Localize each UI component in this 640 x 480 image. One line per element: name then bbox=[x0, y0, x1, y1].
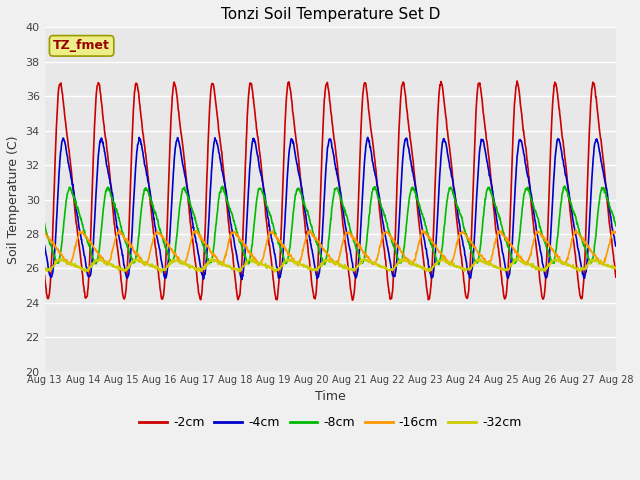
Legend: -2cm, -4cm, -8cm, -16cm, -32cm: -2cm, -4cm, -8cm, -16cm, -32cm bbox=[134, 411, 526, 434]
Title: Tonzi Soil Temperature Set D: Tonzi Soil Temperature Set D bbox=[221, 7, 440, 22]
X-axis label: Time: Time bbox=[315, 390, 346, 403]
Y-axis label: Soil Temperature (C): Soil Temperature (C) bbox=[7, 135, 20, 264]
Text: TZ_fmet: TZ_fmet bbox=[53, 39, 110, 52]
